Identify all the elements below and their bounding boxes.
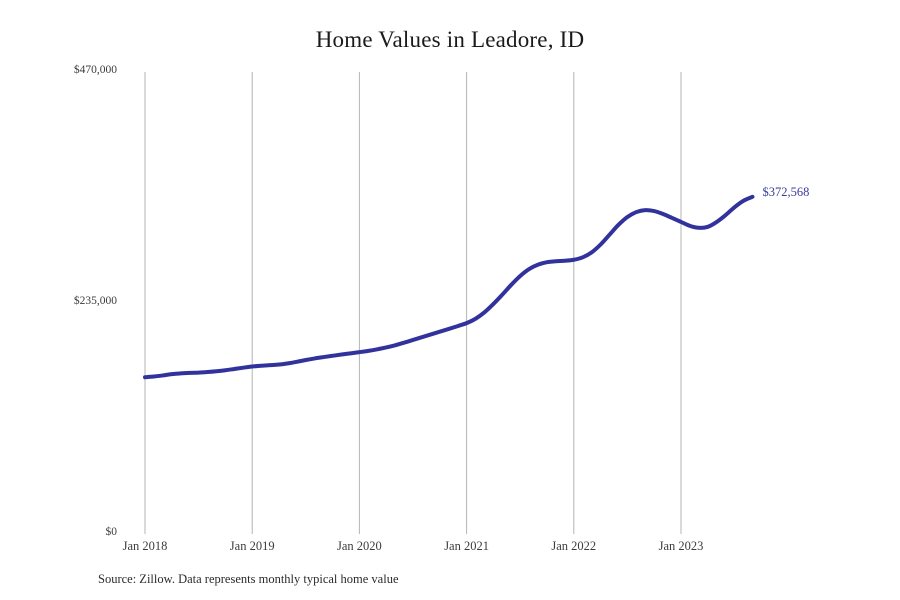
x-tick-label: Jan 2021	[444, 539, 489, 553]
y-tick-label: $235,000	[73, 295, 117, 307]
gridlines-group	[144, 72, 682, 534]
x-tick-label: Jan 2019	[229, 539, 275, 553]
series-line-group	[143, 194, 755, 380]
source-note: Source: Zillow. Data represents monthly …	[98, 572, 399, 586]
chart-title: Home Values in Leadore, ID	[315, 27, 585, 52]
x-tick-label: Jan 2018	[122, 539, 168, 553]
x-tick-label: Jan 2022	[551, 539, 597, 553]
y-tick-label: $0	[105, 526, 118, 538]
y-tick-label: $470,000	[73, 64, 117, 76]
end-value-label: $372,568	[762, 184, 810, 199]
series-line-0	[143, 194, 755, 380]
x-tick-label: Jan 2020	[336, 539, 382, 553]
x-tick-label: Jan 2023	[658, 539, 704, 553]
